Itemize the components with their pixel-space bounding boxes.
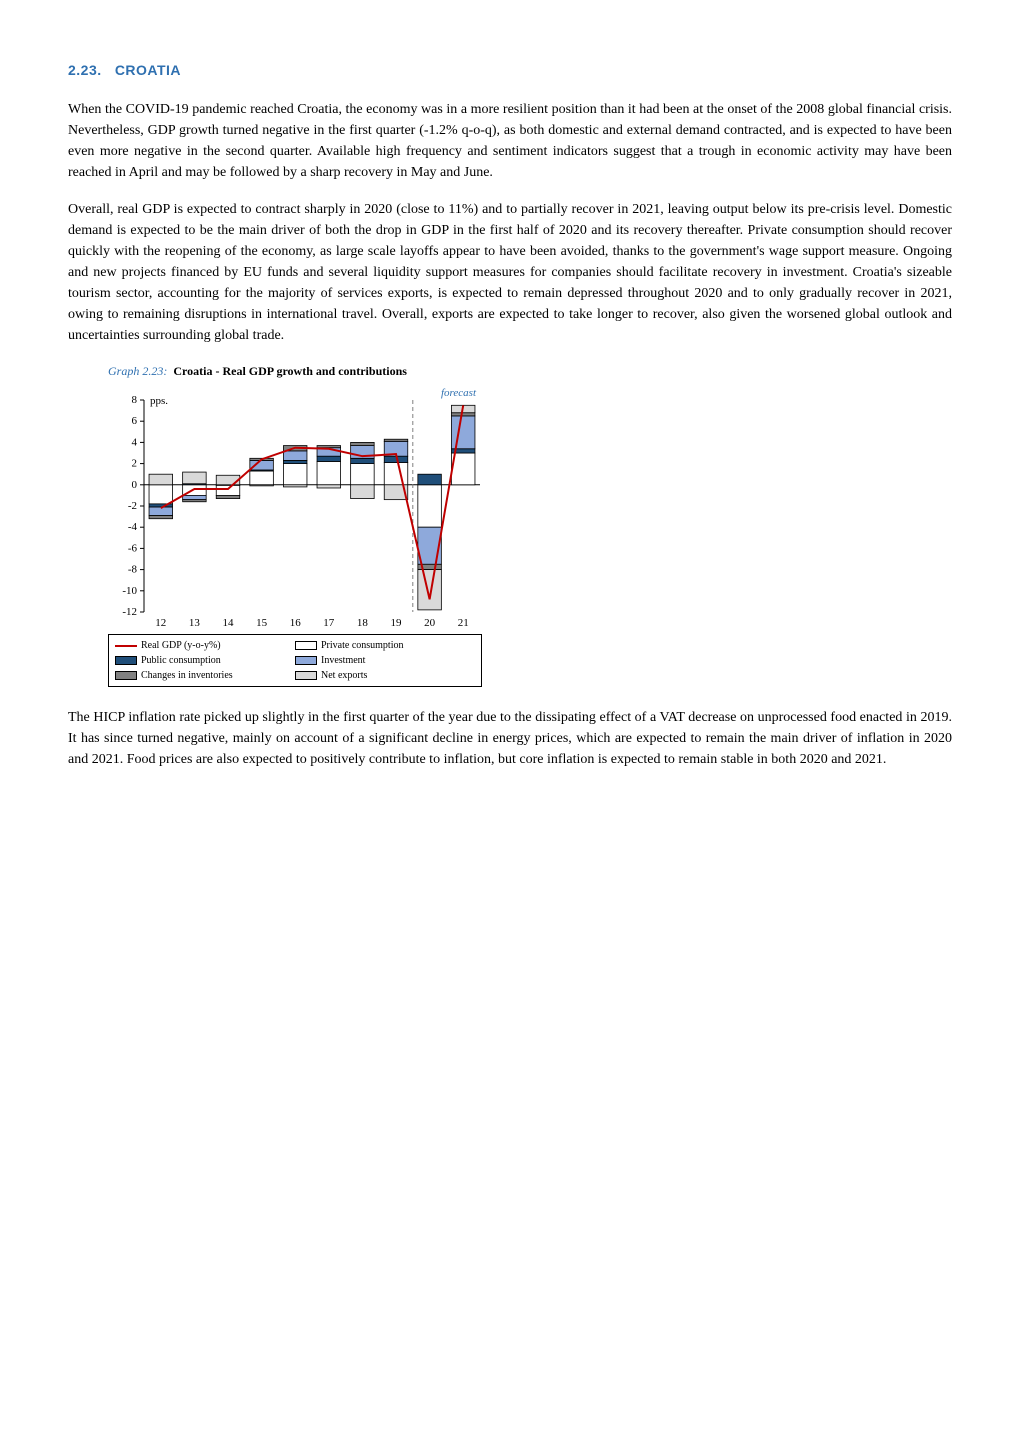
section-number: 2.23. bbox=[68, 62, 102, 78]
svg-text:21: 21 bbox=[458, 617, 469, 629]
legend-item-real_gdp: Real GDP (y-o-y%) bbox=[115, 638, 295, 653]
svg-text:-4: -4 bbox=[128, 521, 138, 533]
chart-container: Graph 2.23: Croatia - Real GDP growth an… bbox=[108, 362, 952, 687]
svg-text:18: 18 bbox=[357, 617, 369, 629]
legend-item-changes_inventories: Changes in inventories bbox=[115, 668, 295, 683]
svg-text:12: 12 bbox=[155, 617, 166, 629]
chart-reference: Graph 2.23: bbox=[108, 362, 167, 380]
svg-text:15: 15 bbox=[256, 617, 268, 629]
svg-text:17: 17 bbox=[323, 617, 335, 629]
svg-text:14: 14 bbox=[223, 617, 235, 629]
svg-text:-12: -12 bbox=[122, 606, 137, 618]
paragraph-1: When the COVID-19 pandemic reached Croat… bbox=[68, 99, 952, 183]
svg-text:4: 4 bbox=[132, 436, 138, 448]
svg-text:19: 19 bbox=[391, 617, 403, 629]
legend-item-private_consumption: Private consumption bbox=[295, 638, 475, 653]
svg-text:16: 16 bbox=[290, 617, 302, 629]
legend-item-investment: Investment bbox=[295, 653, 475, 668]
paragraph-2: Overall, real GDP is expected to contrac… bbox=[68, 199, 952, 346]
chart-title: Croatia - Real GDP growth and contributi… bbox=[173, 362, 407, 380]
legend-item-public_consumption: Public consumption bbox=[115, 653, 295, 668]
svg-text:-10: -10 bbox=[122, 585, 137, 597]
section-title: CROATIA bbox=[115, 62, 181, 78]
svg-text:8: 8 bbox=[132, 394, 138, 406]
svg-text:-8: -8 bbox=[128, 564, 138, 576]
svg-text:2: 2 bbox=[132, 458, 138, 470]
svg-text:pps.: pps. bbox=[150, 395, 168, 407]
svg-text:-2: -2 bbox=[128, 500, 137, 512]
svg-text:13: 13 bbox=[189, 617, 201, 629]
svg-text:0: 0 bbox=[132, 479, 138, 491]
gdp-contribution-chart: forecast86420-2-4-6-8-10-12pps.121314151… bbox=[108, 382, 488, 632]
legend-item-net_exports: Net exports bbox=[295, 668, 475, 683]
svg-text:6: 6 bbox=[132, 415, 138, 427]
svg-text:20: 20 bbox=[424, 617, 436, 629]
paragraph-3: The HICP inflation rate picked up slight… bbox=[68, 707, 952, 770]
svg-text:-6: -6 bbox=[128, 542, 138, 554]
chart-legend: Real GDP (y-o-y%)Private consumptionPubl… bbox=[108, 634, 482, 687]
svg-text:forecast: forecast bbox=[441, 387, 477, 399]
